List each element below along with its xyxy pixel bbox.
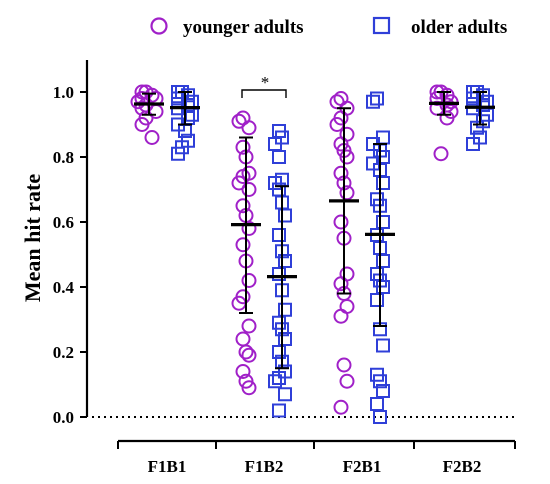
data-point-older — [272, 403, 286, 418]
data-point-younger — [134, 117, 150, 132]
data-point-younger — [333, 399, 349, 415]
data-point-older — [366, 94, 380, 109]
data-point-older — [466, 137, 480, 151]
data-point-older — [272, 267, 286, 281]
data-point-older — [370, 293, 384, 307]
data-point-older — [272, 371, 286, 385]
significance-bracket: * — [241, 73, 287, 98]
data-point-older — [476, 98, 490, 112]
data-point-younger — [235, 198, 251, 214]
y-tick-label: 0.6 — [53, 213, 74, 232]
data-point-younger — [241, 221, 257, 236]
data-point-younger — [238, 344, 254, 360]
data-point-younger — [339, 185, 355, 201]
data-point-younger — [134, 84, 150, 100]
data-point-older — [373, 410, 387, 424]
legend-label-older-adults: older adults — [411, 17, 507, 38]
data-point-younger — [241, 182, 257, 197]
data-point-older — [272, 150, 286, 164]
data-point-younger — [433, 146, 449, 162]
data-point-younger — [333, 214, 349, 230]
data-point-younger — [241, 318, 257, 334]
data-point-older — [370, 397, 384, 411]
data-point-older — [268, 374, 282, 389]
y-tick-label: 0.4 — [53, 278, 75, 297]
x-tick-label: F1B1 — [148, 457, 187, 476]
data-point-older — [278, 302, 292, 317]
data-point-younger — [336, 357, 352, 373]
data-point-older — [370, 91, 384, 106]
data-point-younger — [339, 373, 355, 389]
data-point-younger — [144, 130, 160, 145]
significance-asterisk: * — [261, 73, 270, 92]
data-point-younger — [235, 139, 251, 155]
legend-marker-younger-adults — [150, 17, 168, 35]
y-ticks: 0.0 0.2 0.4 0.6 0.8 1.0 — [53, 83, 87, 427]
data-point-younger — [241, 120, 257, 136]
x-ticks: F1B1 F1B2 F2B1 F2B2 — [117, 441, 516, 476]
data-point-younger — [241, 273, 257, 288]
data-point-younger — [235, 331, 251, 347]
data-points — [130, 84, 494, 424]
x-tick-label: F2B1 — [343, 457, 382, 476]
y-axis-title: Mean hit rate — [20, 174, 45, 303]
y-tick-label: 0.0 — [53, 408, 74, 427]
data-point-older — [376, 215, 390, 229]
data-point-younger — [241, 347, 257, 363]
data-point-younger — [333, 308, 349, 324]
data-point-younger — [235, 364, 251, 379]
data-point-younger — [339, 149, 355, 165]
y-tick-label: 0.2 — [53, 343, 74, 362]
data-point-younger — [339, 266, 355, 282]
data-point-younger — [333, 165, 349, 181]
data-point-younger — [439, 110, 455, 126]
data-point-younger — [241, 380, 257, 396]
data-point-older — [376, 254, 390, 268]
data-point-older — [376, 338, 390, 353]
data-point-older — [272, 345, 286, 359]
significance-bracket-line — [241, 89, 287, 98]
data-point-older — [278, 387, 292, 402]
y-tick-label: 0.8 — [53, 148, 74, 167]
data-point-younger — [339, 126, 355, 142]
data-point-younger — [333, 91, 349, 106]
data-point-older — [470, 120, 484, 135]
data-point-older — [171, 146, 185, 161]
data-point-older — [373, 374, 387, 389]
data-point-older — [376, 176, 390, 190]
data-point-younger — [235, 110, 251, 126]
error-bars — [134, 91, 495, 370]
data-point-younger — [339, 299, 355, 314]
data-point-older — [272, 228, 286, 242]
data-point-younger — [333, 276, 349, 292]
legend-label-younger-adults: younger adults — [183, 17, 304, 38]
legend: younger adults older adults — [150, 16, 507, 38]
x-tick-label: F2B2 — [443, 457, 482, 476]
data-point-younger — [235, 237, 251, 253]
data-point-older — [278, 208, 292, 223]
y-tick-label: 1.0 — [53, 83, 74, 102]
x-tick-label: F1B2 — [245, 457, 284, 476]
legend-marker-older-adults — [372, 16, 391, 35]
